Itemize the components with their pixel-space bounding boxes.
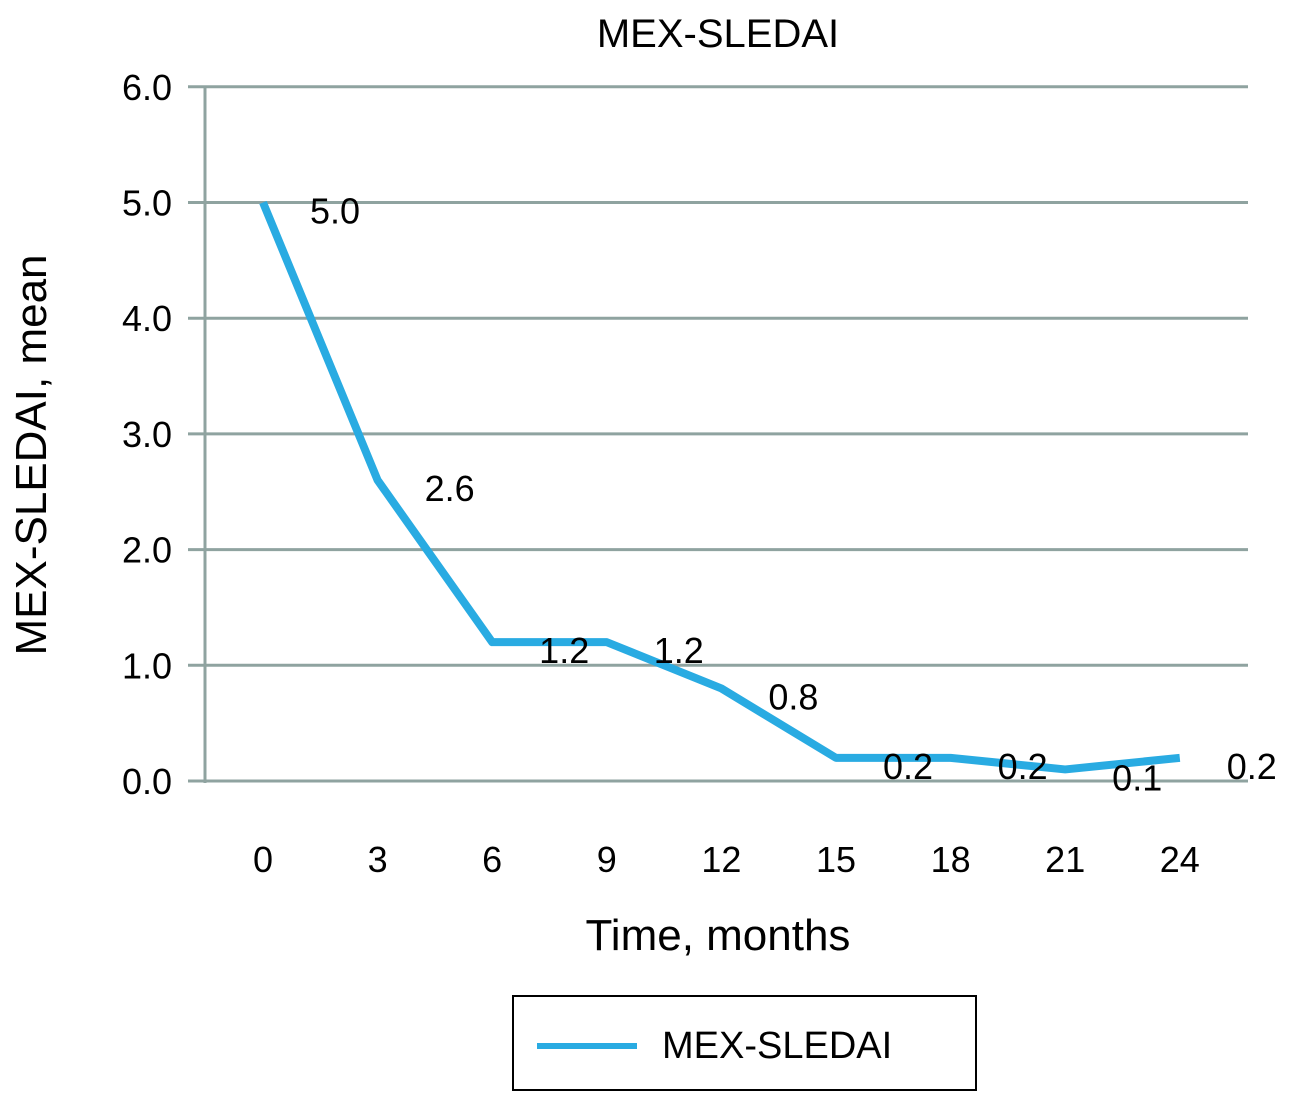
x-tick-label: 24 [1160, 839, 1200, 880]
data-label: 2.6 [425, 468, 475, 509]
x-tick-label: 15 [816, 839, 856, 880]
y-tick-label: 5.0 [122, 183, 172, 224]
y-tick-label: 4.0 [122, 298, 172, 339]
data-label: 0.8 [768, 676, 818, 717]
y-tick-label: 3.0 [122, 414, 172, 455]
data-label: 5.0 [310, 191, 360, 232]
y-tick-label: 1.0 [122, 645, 172, 686]
data-label: 0.2 [883, 746, 933, 787]
data-label: 1.2 [654, 630, 704, 671]
legend-label: MEX-SLEDAI [662, 1025, 892, 1067]
data-label: 0.2 [1227, 746, 1277, 787]
x-tick-labels: 0 3 6 9 12 15 18 21 24 [253, 839, 1200, 880]
y-axis-label: MEX-SLEDAI, mean [7, 254, 56, 655]
x-axis-label: Time, months [586, 911, 851, 960]
x-tick-label: 0 [253, 839, 273, 880]
y-tick-label: 0.0 [122, 761, 172, 802]
y-tick-labels: 0.0 1.0 2.0 3.0 4.0 5.0 6.0 [122, 67, 172, 802]
gridlines [188, 85, 1248, 783]
data-label: 0.1 [1112, 757, 1162, 798]
chart-title: MEX-SLEDAI [597, 12, 839, 56]
data-label: 1.2 [539, 630, 589, 671]
x-tick-label: 9 [597, 839, 617, 880]
x-tick-label: 3 [368, 839, 388, 880]
y-tick-label: 6.0 [122, 67, 172, 108]
data-label: 0.2 [998, 746, 1048, 787]
series-group [259, 200, 1181, 774]
y-tick-label: 2.0 [122, 530, 172, 571]
x-tick-label: 6 [482, 839, 502, 880]
legend: MEX-SLEDAI [512, 995, 977, 1091]
x-tick-label: 12 [701, 839, 741, 880]
data-labels: 5.0 2.6 1.2 1.2 0.8 0.2 0.2 0.1 0.2 [310, 191, 1277, 799]
series-line [259, 200, 1181, 774]
x-tick-label: 18 [931, 839, 971, 880]
x-tick-label: 21 [1045, 839, 1085, 880]
